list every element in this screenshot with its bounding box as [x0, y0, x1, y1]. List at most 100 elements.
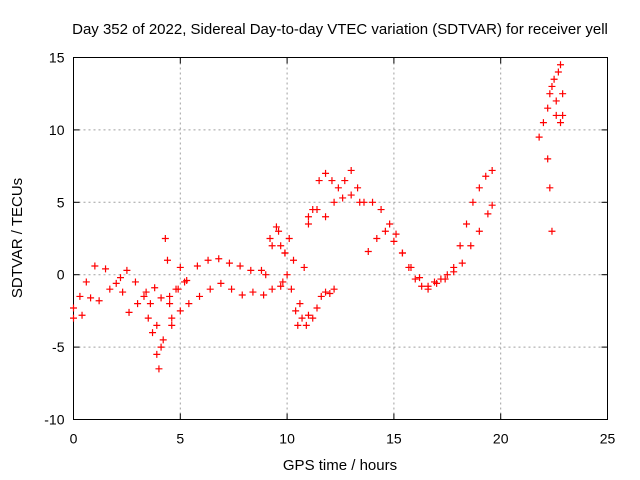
data-point	[456, 242, 464, 250]
data-point	[125, 308, 133, 316]
data-point	[166, 300, 174, 308]
data-point	[268, 242, 276, 250]
data-point	[277, 242, 285, 250]
data-series	[277, 235, 310, 329]
grid	[73, 57, 608, 420]
x-tick-label: 20	[493, 431, 509, 447]
data-point	[482, 172, 490, 180]
data-point	[153, 350, 161, 358]
data-point	[262, 271, 270, 279]
data-point	[484, 210, 492, 218]
data-point	[322, 169, 330, 177]
data-point	[548, 82, 556, 90]
data-point	[475, 227, 483, 235]
axis-ticks: 0 5 10 15 20 25 -10 -5 0 5 10 15	[44, 50, 615, 447]
data-point	[398, 249, 406, 257]
data-point	[559, 90, 567, 98]
data-series	[304, 285, 338, 322]
data-point	[304, 213, 312, 221]
data-point	[341, 177, 349, 185]
x-tick-label: 0	[70, 431, 78, 447]
data-point	[257, 266, 265, 274]
data-point	[225, 259, 233, 267]
y-tick-label: -5	[52, 339, 65, 355]
data-point	[488, 201, 496, 209]
data-point	[302, 321, 310, 329]
data-point	[196, 292, 204, 300]
data-point	[157, 294, 165, 302]
data-point	[354, 184, 362, 192]
data-point	[279, 278, 287, 286]
data-point	[416, 274, 424, 282]
x-tick-label: 15	[386, 431, 402, 447]
data-point	[322, 213, 330, 221]
data-point	[78, 311, 86, 319]
data-point	[326, 290, 334, 298]
data-point	[386, 220, 394, 228]
data-point	[102, 265, 110, 273]
data-point	[315, 177, 323, 185]
data-point	[172, 285, 180, 293]
data-point	[488, 166, 496, 174]
data-point	[550, 75, 558, 83]
data-point	[304, 220, 312, 228]
data-point	[317, 292, 325, 300]
y-tick-label: 0	[57, 267, 65, 283]
data-point	[313, 206, 321, 214]
data-series	[70, 266, 285, 344]
data-point	[554, 68, 562, 76]
data-point	[149, 329, 157, 337]
data-point	[548, 227, 556, 235]
data-point	[185, 300, 193, 308]
data-point	[381, 227, 389, 235]
data-points	[70, 61, 567, 373]
data-point	[151, 284, 159, 292]
data-point	[330, 285, 338, 293]
data-point	[142, 288, 150, 296]
data-point	[546, 90, 554, 98]
data-point	[290, 256, 298, 264]
data-point	[181, 278, 189, 286]
data-point	[266, 235, 274, 242]
data-point	[463, 220, 471, 228]
data-point	[281, 249, 289, 257]
y-tick-label: -10	[44, 412, 64, 428]
data-point	[268, 285, 276, 293]
data-point	[557, 119, 565, 127]
data-point	[161, 235, 169, 242]
data-point	[82, 278, 90, 286]
y-tick-label: 15	[49, 50, 65, 66]
data-point	[369, 198, 377, 206]
x-axis-label: GPS time / hours	[283, 457, 397, 474]
data-point	[249, 288, 257, 296]
y-tick-label: 10	[49, 122, 65, 138]
data-point	[377, 206, 385, 214]
data-point	[296, 300, 304, 308]
data-point	[228, 285, 236, 293]
data-series	[304, 191, 496, 290]
data-series	[535, 61, 567, 235]
data-point	[544, 104, 552, 112]
data-point	[450, 268, 458, 276]
data-point	[166, 292, 174, 300]
data-point	[328, 177, 336, 185]
data-point	[247, 266, 255, 274]
data-point	[347, 191, 355, 199]
data-point	[70, 314, 77, 322]
data-point	[163, 256, 171, 264]
data-point	[272, 223, 280, 231]
data-point	[418, 282, 426, 290]
data-point	[292, 307, 300, 315]
data-point	[469, 198, 477, 206]
data-point	[535, 133, 543, 141]
data-point	[392, 230, 400, 238]
data-point	[559, 111, 567, 119]
data-point	[146, 300, 154, 308]
data-point	[112, 279, 120, 287]
x-tick-label: 25	[600, 431, 616, 447]
data-point	[364, 248, 372, 256]
data-point	[356, 198, 364, 206]
data-point	[424, 282, 432, 290]
data-point	[275, 227, 283, 235]
data-point	[441, 275, 449, 283]
